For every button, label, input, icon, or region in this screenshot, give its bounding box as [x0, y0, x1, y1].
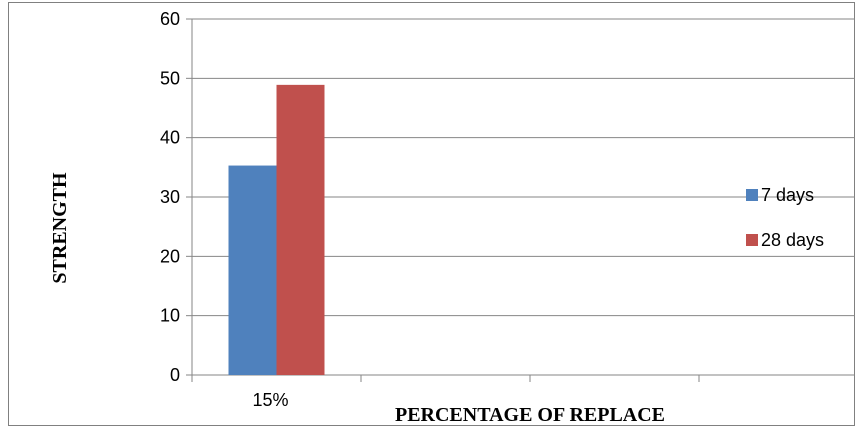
bars — [228, 84, 325, 376]
legend-label: 7 days — [761, 185, 814, 205]
x-tick-label: 15% — [252, 390, 288, 410]
y-axis-title: STRENGTH — [49, 172, 71, 284]
y-tick-label: 20 — [160, 246, 180, 266]
y-tick-label: 60 — [160, 9, 180, 29]
x-axis-title: PERCENTAGE OF REPLACE — [395, 404, 665, 426]
legend-swatch — [746, 189, 758, 201]
y-tick-label: 50 — [160, 68, 180, 88]
legend: 7 days 28 days — [746, 185, 824, 250]
y-tick-label: 30 — [160, 187, 180, 207]
tick-labels: 0 10 20 30 40 50 60 15% — [160, 9, 289, 410]
bar-28-days — [276, 84, 325, 376]
y-tick-label: 0 — [170, 365, 180, 385]
chart-frame — [8, 2, 855, 426]
y-tick-label: 40 — [160, 128, 180, 148]
axes — [186, 18, 855, 382]
legend-label: 28 days — [761, 230, 824, 250]
y-tick-label: 10 — [160, 306, 180, 326]
legend-swatch — [746, 234, 758, 246]
bar-7-days — [228, 165, 277, 375]
